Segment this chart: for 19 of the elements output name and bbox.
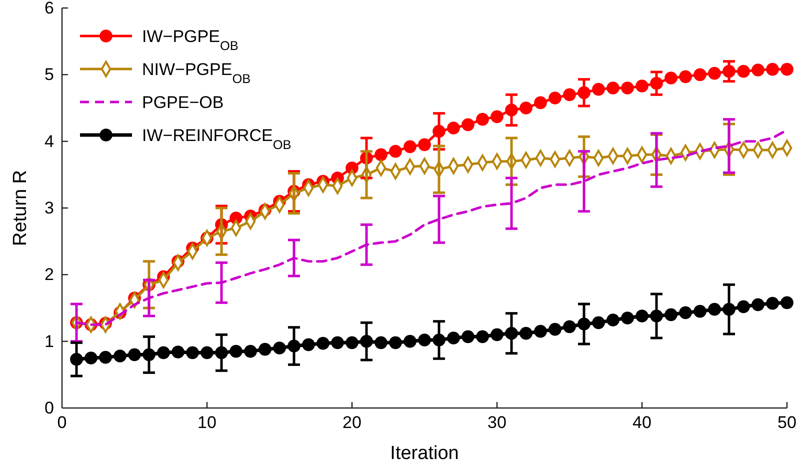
y-tick-label: 0 (44, 398, 54, 418)
x-tick-label: 10 (198, 413, 216, 432)
y-tick-label: 5 (44, 65, 54, 84)
x-tick-label: 40 (632, 413, 652, 432)
legend-label: IW−PGPE$_{OB}$ (142, 27, 238, 52)
y-tick-label: 3 (44, 198, 54, 218)
x-tick-label: 30 (488, 413, 506, 432)
x-tick-label: 20 (342, 413, 362, 432)
y-tick-label: 2 (44, 265, 54, 284)
y-axis-title: Return R (10, 170, 31, 246)
x-axis-title: Iteration (390, 443, 459, 464)
legend-label: NIW−PGPE$_{OB}$ (142, 60, 251, 86)
x-tick-label: 0 (57, 413, 67, 432)
legend-label: IW−REINFORCE$_{OB}$ (142, 126, 292, 152)
y-tick-label: 1 (44, 332, 54, 351)
y-tick-label: 6 (44, 0, 54, 18)
x-tick-label: 50 (778, 413, 796, 432)
legend-label: PGPE−OB (142, 93, 224, 112)
y-tick-label: 4 (44, 132, 54, 151)
